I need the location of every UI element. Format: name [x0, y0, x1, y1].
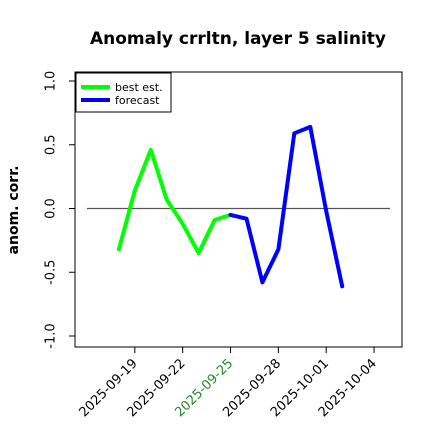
series-line-best-est: [116, 147, 233, 256]
legend-label-best-est: best est.: [115, 81, 163, 94]
y-axis-label: anom. corr.: [6, 166, 22, 255]
series-line-forecast: [228, 124, 345, 289]
legend: best est. forecast: [75, 72, 172, 113]
chart-title: Anomaly crrltn, layer 5 salinity: [90, 29, 386, 49]
series-layer: [116, 124, 345, 289]
y-tick-label-3: 0.5: [44, 134, 59, 155]
y-tick-label-1: -0.5: [44, 260, 59, 285]
y-tick-label-0: -1.0: [44, 323, 59, 348]
y-axis: -1.0 -0.5 0.0 0.5 1.0: [44, 71, 75, 349]
x-axis: 2025-09-192025-09-222025-09-252025-09-28…: [77, 347, 380, 420]
y-tick-label-4: 1.0: [44, 71, 59, 92]
legend-box: [75, 72, 172, 113]
plot-area: [74, 71, 403, 348]
legend-label-forecast: forecast: [115, 94, 160, 107]
y-tick-label-2: 0.0: [44, 198, 59, 219]
